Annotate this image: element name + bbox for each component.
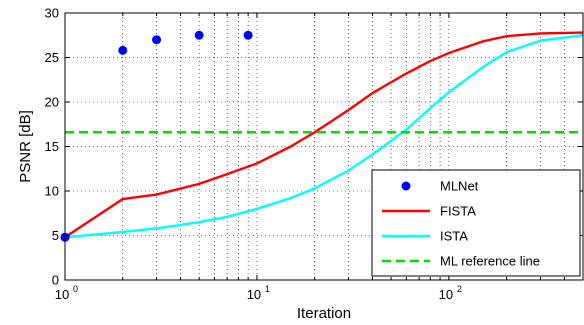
legend-marker-mlnet	[401, 181, 411, 191]
legend: MLNet FISTA ISTA ML reference line	[371, 169, 581, 277]
legend-label-ml-reference-line: ML reference line	[440, 254, 540, 269]
y-tick-label: 20	[45, 95, 59, 110]
x-tick-exponent: 1	[265, 284, 270, 294]
data-point-mlnet	[194, 30, 204, 40]
x-axis-label: Iteration	[297, 305, 351, 322]
series-line-ista	[64, 34, 584, 239]
y-axis-label: PSNR [dB]	[17, 110, 34, 183]
y-tick-label: 30	[45, 6, 59, 21]
y-tick-label: 25	[45, 50, 59, 65]
x-tick-label: 10	[439, 287, 453, 302]
x-tick-label: 10	[247, 287, 261, 302]
legend-label-mlnet: MLNet	[440, 179, 479, 194]
y-tick-label: 15	[45, 139, 59, 154]
y-tick-label: 5	[52, 228, 59, 243]
series-line-fista	[64, 31, 584, 239]
data-point-mlnet	[152, 35, 162, 45]
x-tick-exponent: 0	[73, 284, 78, 294]
x-tick-label: 10	[55, 287, 69, 302]
y-tick-label: 10	[45, 184, 59, 199]
data-point-mlnet	[243, 30, 253, 40]
legend-label-ista: ISTA	[440, 229, 468, 244]
y-tick-label: 0	[52, 273, 59, 288]
data-point-mlnet	[118, 45, 128, 55]
legend-label-fista: FISTA	[440, 204, 476, 219]
x-tick-exponent: 2	[457, 284, 462, 294]
